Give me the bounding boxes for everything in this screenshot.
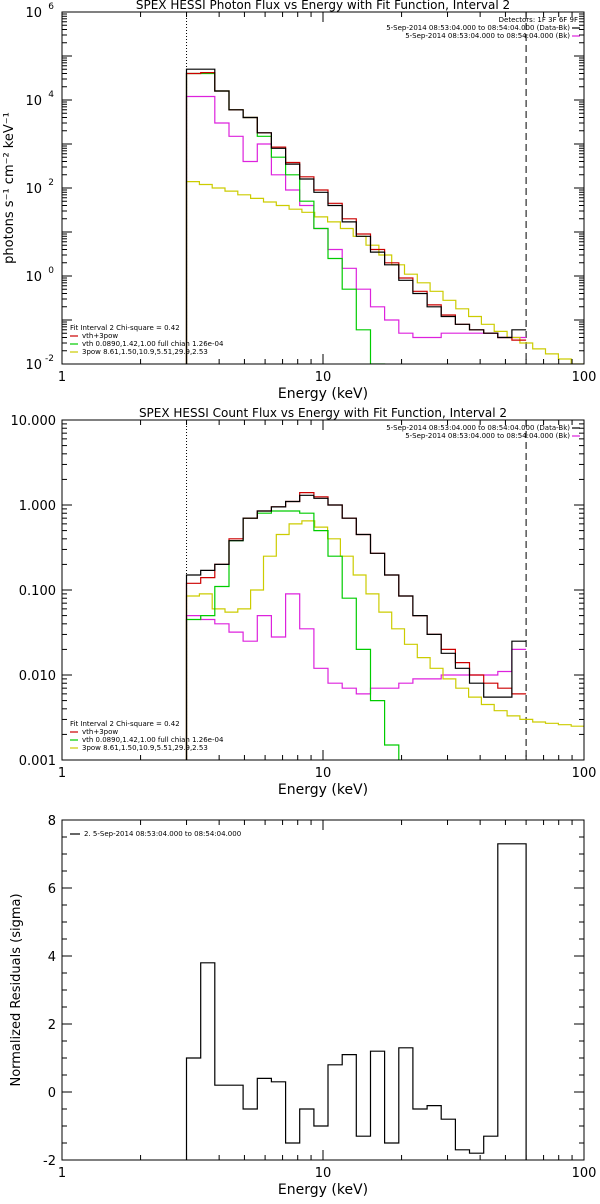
chart-panel-2: 1 10 100 Energy (keV) 0.001 0.010 0.100 1.000 10… — [11, 406, 597, 798]
plot-frame — [61, 819, 585, 1161]
y-tick-label: 10.000 — [11, 414, 57, 429]
legend-entry-label: 5-Sep-2014 08:53:04.000 to 08:54:04.000 … — [386, 424, 570, 432]
series-line-data-bk — [185, 494, 527, 760]
chart-title: SPEX HESSI Photon Flux vs Energy with Fi… — [136, 0, 510, 12]
y-tick-label: 10 — [25, 270, 42, 285]
legend-bottom-left: Fit Interval 2 Chi-square = 0.42vth+3pow… — [70, 324, 224, 356]
series-group — [185, 492, 584, 760]
y-tick-label: 10 — [25, 94, 42, 109]
x-tick-label: 10 — [315, 766, 332, 781]
series-line-3pow — [185, 181, 584, 364]
series-group — [185, 843, 527, 1160]
y-tick-label: 0.010 — [19, 669, 56, 684]
y-tick-exponent: -2 — [45, 354, 54, 364]
plot-frame — [61, 11, 585, 365]
legend-bottom-left: Fit Interval 2 Chi-square = 0.42vth+3pow… — [70, 720, 224, 752]
y-tick-label: 0 — [48, 1086, 56, 1101]
x-tick-label: 100 — [572, 766, 597, 781]
series-line-3pow — [185, 520, 584, 760]
chart-panel-3: 1 10 100 Energy (keV) -2 0 2 4 6 8 Normalized Resi… — [9, 814, 596, 1198]
y-tick-exponent: 0 — [48, 266, 54, 276]
series-line-bk — [185, 95, 527, 364]
legend-top-right: Detectors: 1F 3F 6F 9F5-Sep-2014 08:53:0… — [386, 16, 580, 40]
x-axis-label: Energy (keV) — [278, 386, 368, 402]
x-axis-label: Energy (keV) — [278, 782, 368, 798]
y-tick-label: 0.100 — [19, 584, 56, 599]
x-tick-label: 100 — [572, 1166, 597, 1181]
legend-header: Fit Interval 2 Chi-square = 0.42 — [70, 720, 180, 728]
x-tick-label: 10 — [315, 1166, 332, 1181]
series-group — [185, 68, 584, 364]
legend-entry-label: 3pow 8.61,1.50,10.9,5.51,29.9,2.53 — [82, 348, 208, 356]
series-line-bk — [185, 593, 527, 760]
legend-entry-label: vth 0.0890,1.42,1.00 full chian 1.26e-04 — [82, 736, 224, 744]
legend-entry-label: vth 0.0890,1.42,1.00 full chian 1.26e-04 — [82, 340, 224, 348]
series-line-vth — [185, 510, 527, 760]
x-tick-label: 100 — [572, 370, 597, 385]
y-tick-label: 1.000 — [19, 499, 56, 514]
legend-top-left: 2. 5-Sep-2014 08:53:04.000 to 08:54:04.0… — [70, 830, 241, 838]
y-tick-exponent: 4 — [48, 90, 54, 100]
x-tick-label: 1 — [58, 370, 66, 385]
y-axis-label: photons s⁻¹ cm⁻² keV⁻¹ — [2, 112, 17, 264]
legend-top-right: 5-Sep-2014 08:53:04.000 to 08:54:04.000 … — [386, 424, 580, 440]
legend-entry-label: 5-Sep-2014 08:53:04.000 to 08:54:04.000 … — [405, 32, 570, 40]
x-axis-label: Energy (keV) — [278, 1182, 368, 1198]
series-line-2-5-sep-2014-08-53-04-000-to-08-54-04-000 — [185, 843, 527, 1160]
x-tick-label: 10 — [315, 370, 332, 385]
y-tick-label: 0.001 — [19, 754, 56, 769]
legend-entry-label: 2. 5-Sep-2014 08:53:04.000 to 08:54:04.0… — [84, 830, 241, 838]
legend-header: Fit Interval 2 Chi-square = 0.42 — [70, 324, 180, 332]
y-tick-label: 4 — [48, 950, 56, 965]
plot-frame — [61, 419, 585, 761]
y-tick-exponent: 2 — [48, 178, 54, 188]
legend-entry-label: 5-Sep-2014 08:53:04.000 to 08:54:04.000 … — [405, 432, 570, 440]
y-tick-label: 10 — [25, 6, 42, 21]
x-tick-label: 1 — [58, 766, 66, 781]
legend-entry-label: 3pow 8.61,1.50,10.9,5.51,29.9,2.53 — [82, 744, 208, 752]
y-tick-label: 2 — [48, 1018, 56, 1033]
y-tick-label: 6 — [48, 882, 56, 897]
legend-entry-label: 5-Sep-2014 08:53:04.000 to 08:54:04.000 … — [386, 24, 570, 32]
x-tick-label: 1 — [58, 1166, 66, 1181]
y-axis-label: Normalized Residuals (sigma) — [9, 893, 24, 1086]
legend-entry-label: vth+3pow — [82, 728, 118, 736]
legend-entry-label: vth+3pow — [82, 332, 118, 340]
y-tick-exponent: 6 — [48, 2, 54, 12]
y-tick-label: -2 — [43, 1154, 56, 1169]
y-tick-label: 10 — [25, 358, 42, 373]
legend-header: Detectors: 1F 3F 6F 9F — [499, 16, 578, 24]
series-line-data-bk — [185, 68, 527, 364]
y-tick-label: 8 — [48, 814, 56, 829]
chart-title: SPEX HESSI Count Flux vs Energy with Fit… — [139, 406, 507, 420]
y-tick-label: 10 — [25, 182, 42, 197]
